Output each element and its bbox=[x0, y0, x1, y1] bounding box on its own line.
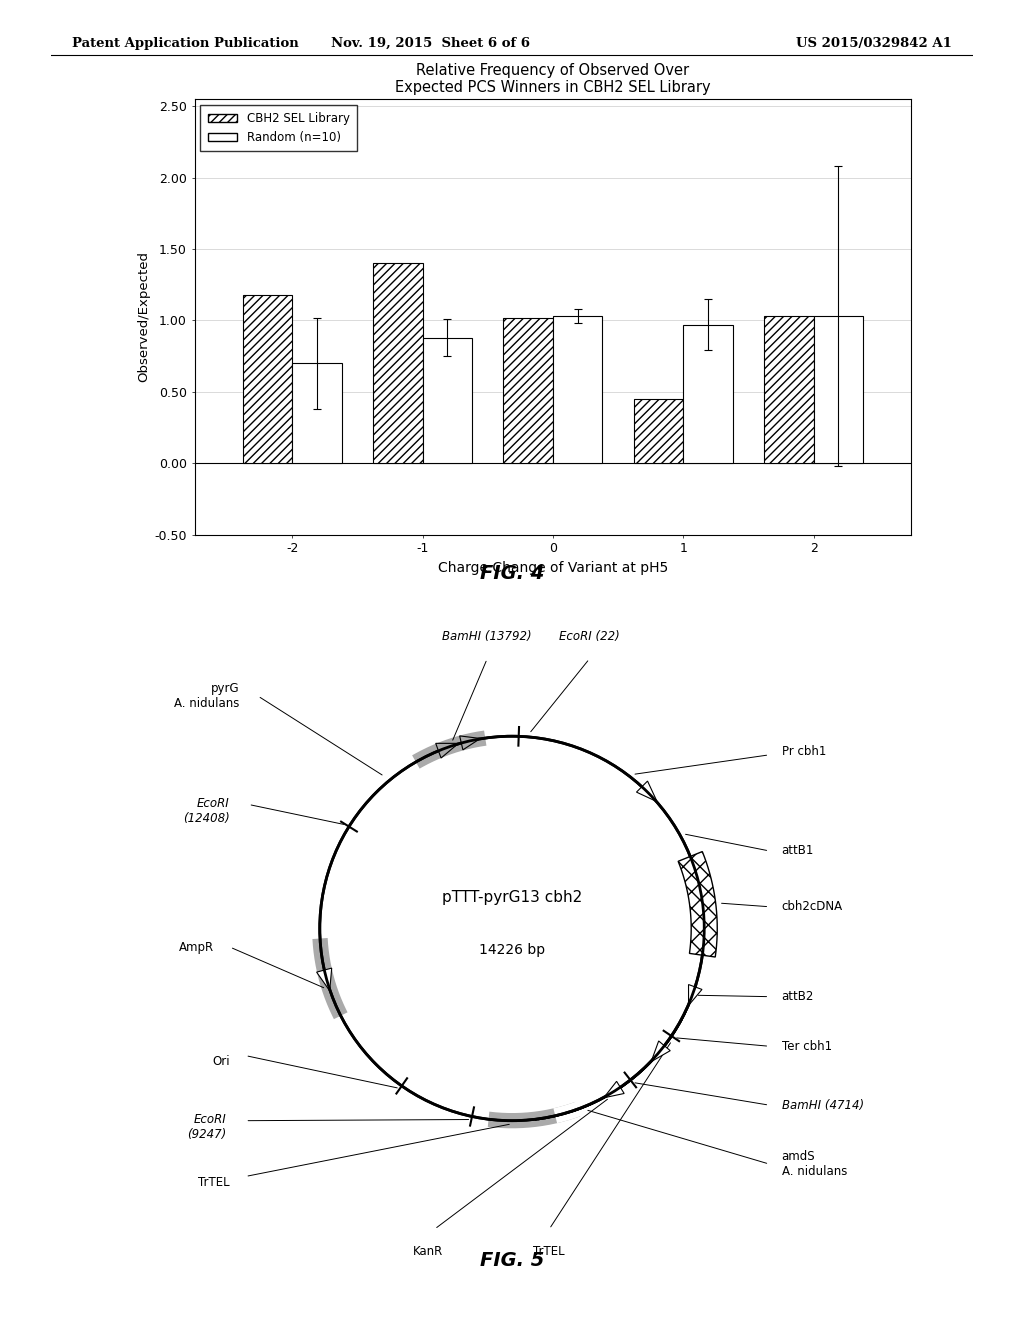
Y-axis label: Observed/Expected: Observed/Expected bbox=[137, 251, 151, 383]
Bar bbox=[423, 338, 472, 463]
Polygon shape bbox=[460, 735, 480, 750]
Text: attB1: attB1 bbox=[781, 845, 814, 858]
Text: cbh2cDNA: cbh2cDNA bbox=[781, 900, 843, 913]
Bar bbox=[814, 315, 863, 463]
Text: Patent Application Publication: Patent Application Publication bbox=[72, 37, 298, 50]
Text: FIG. 4: FIG. 4 bbox=[480, 564, 544, 582]
Polygon shape bbox=[678, 851, 717, 957]
Text: 14226 bp: 14226 bp bbox=[479, 944, 545, 957]
Text: Pr cbh1: Pr cbh1 bbox=[781, 746, 826, 758]
Text: Ter cbh1: Ter cbh1 bbox=[781, 1040, 831, 1053]
Text: TrTEL: TrTEL bbox=[199, 1176, 229, 1189]
Text: BamHI (13792): BamHI (13792) bbox=[442, 630, 532, 643]
Text: AmpR: AmpR bbox=[179, 941, 214, 953]
Polygon shape bbox=[604, 1081, 625, 1098]
Title: Relative Frequency of Observed Over
Expected PCS Winners in CBH2 SEL Library: Relative Frequency of Observed Over Expe… bbox=[395, 62, 711, 95]
Polygon shape bbox=[688, 985, 702, 1006]
Text: FIG. 5: FIG. 5 bbox=[480, 1251, 544, 1270]
Polygon shape bbox=[436, 743, 459, 758]
Text: EcoRI
(12408): EcoRI (12408) bbox=[183, 797, 229, 825]
Polygon shape bbox=[651, 1041, 671, 1061]
Bar bbox=[683, 325, 733, 463]
Bar bbox=[373, 263, 423, 463]
Text: amdS
A. nidulans: amdS A. nidulans bbox=[781, 1150, 847, 1177]
Text: US 2015/0329842 A1: US 2015/0329842 A1 bbox=[797, 37, 952, 50]
Bar bbox=[764, 315, 814, 463]
Bar bbox=[243, 294, 292, 463]
Text: EcoRI (22): EcoRI (22) bbox=[559, 630, 620, 643]
Text: TrTEL: TrTEL bbox=[534, 1245, 565, 1258]
Text: Nov. 19, 2015  Sheet 6 of 6: Nov. 19, 2015 Sheet 6 of 6 bbox=[331, 37, 529, 50]
Text: attB2: attB2 bbox=[781, 990, 814, 1003]
Text: pTTT-pyrG13 cbh2: pTTT-pyrG13 cbh2 bbox=[442, 890, 582, 906]
Text: KanR: KanR bbox=[413, 1245, 443, 1258]
Bar bbox=[634, 399, 683, 463]
Bar bbox=[553, 315, 602, 463]
Text: Ori: Ori bbox=[212, 1055, 229, 1068]
Bar bbox=[504, 318, 553, 463]
Polygon shape bbox=[316, 968, 332, 991]
Text: pyrG
A. nidulans: pyrG A. nidulans bbox=[174, 682, 240, 710]
Text: EcoRI
(9247): EcoRI (9247) bbox=[187, 1113, 226, 1140]
Legend: CBH2 SEL Library, Random (n=10): CBH2 SEL Library, Random (n=10) bbox=[201, 104, 356, 150]
Text: BamHI (4714): BamHI (4714) bbox=[781, 1098, 864, 1111]
Polygon shape bbox=[637, 781, 657, 801]
Bar bbox=[292, 363, 342, 463]
X-axis label: Charge Change of Variant at pH5: Charge Change of Variant at pH5 bbox=[438, 561, 668, 574]
